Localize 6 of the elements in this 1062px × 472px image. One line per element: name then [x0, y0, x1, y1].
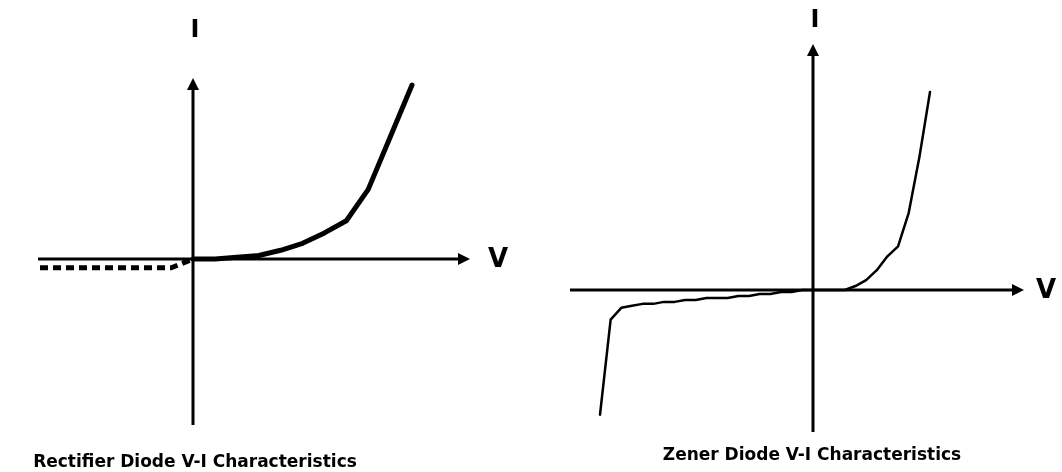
y-axis-title: I	[810, 5, 820, 33]
x-axis-title: V	[488, 242, 509, 273]
y-axis-title: I	[190, 15, 200, 43]
text: Zener Diode V-I Characteristics	[662, 444, 962, 464]
text: Rectifier Diode V-I Characteristics	[33, 451, 357, 471]
x-axis-title: V	[1036, 273, 1057, 304]
